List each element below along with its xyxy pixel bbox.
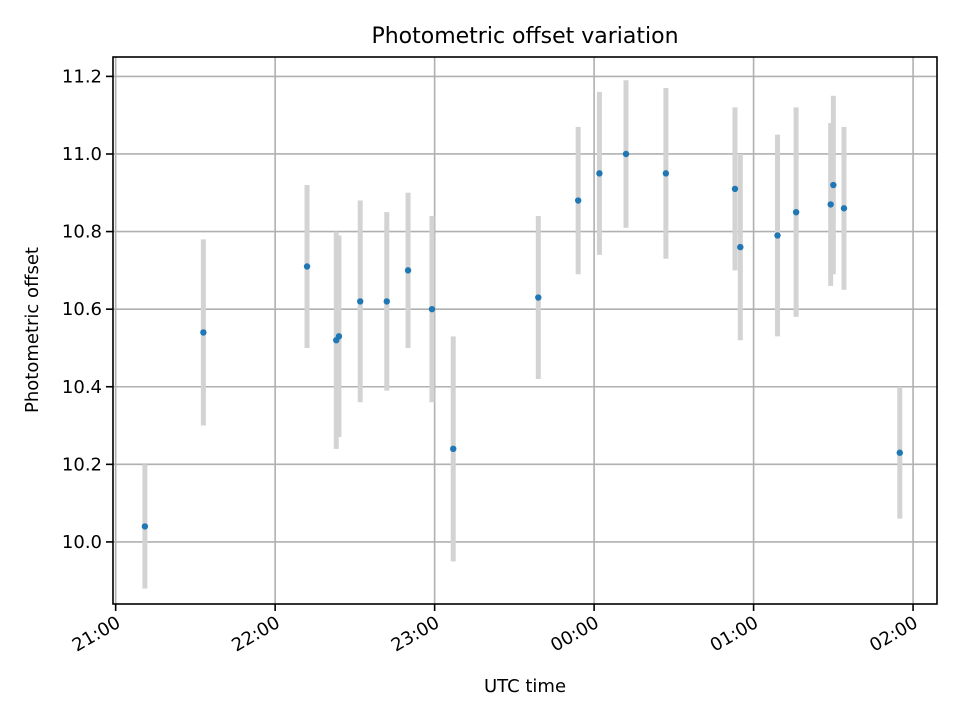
errorbar-layer [142,80,903,589]
chart-title: Photometric offset variation [371,24,678,49]
data-point [731,185,739,193]
y-tick-label: 11.2 [62,66,102,87]
data-point [450,445,457,453]
x-axis-label: UTC time [484,676,566,697]
data-point [596,170,603,177]
y-tick-label: 10.0 [62,532,102,553]
x-tick-label: 01:00 [707,612,762,656]
data-point [404,267,412,274]
x-tick-label: 02:00 [866,612,921,656]
data-point [535,294,542,301]
data-point [830,181,837,189]
x-tick-label: 22:00 [228,612,283,656]
data-point [303,263,311,270]
x-tick-label: 23:00 [388,612,443,656]
y-tick-label: 10.8 [62,222,102,243]
data-point [428,305,436,313]
y-axis-label: Photometric offset [22,247,43,413]
grid-layer [113,57,937,604]
data-point [792,208,800,216]
x-tick-label: 00:00 [547,612,602,656]
data-point [622,150,630,158]
data-point [774,232,781,239]
data-point [827,201,834,208]
data-point [896,449,903,456]
data-point [200,329,207,336]
y-axis-ticks: 10.0 10.2 10.4 10.6 10.8 11.0 11.2 [62,66,113,553]
data-point [383,298,390,305]
x-tick-label: 21:00 [69,612,124,656]
y-tick-label: 10.6 [62,299,102,320]
y-tick-label: 10.2 [62,454,102,475]
x-axis-ticks: 21:00 22:00 23:00 00:00 01:00 02:00 [69,604,922,656]
plot-frame [112,56,938,605]
data-point [357,298,364,305]
data-point [574,197,582,204]
data-point [335,333,343,340]
point-layer [141,150,903,530]
data-point [662,170,670,177]
data-point [737,243,744,251]
data-point [141,523,149,530]
y-tick-label: 10.4 [62,377,102,398]
y-tick-label: 11.0 [62,144,102,165]
data-point [840,205,848,212]
